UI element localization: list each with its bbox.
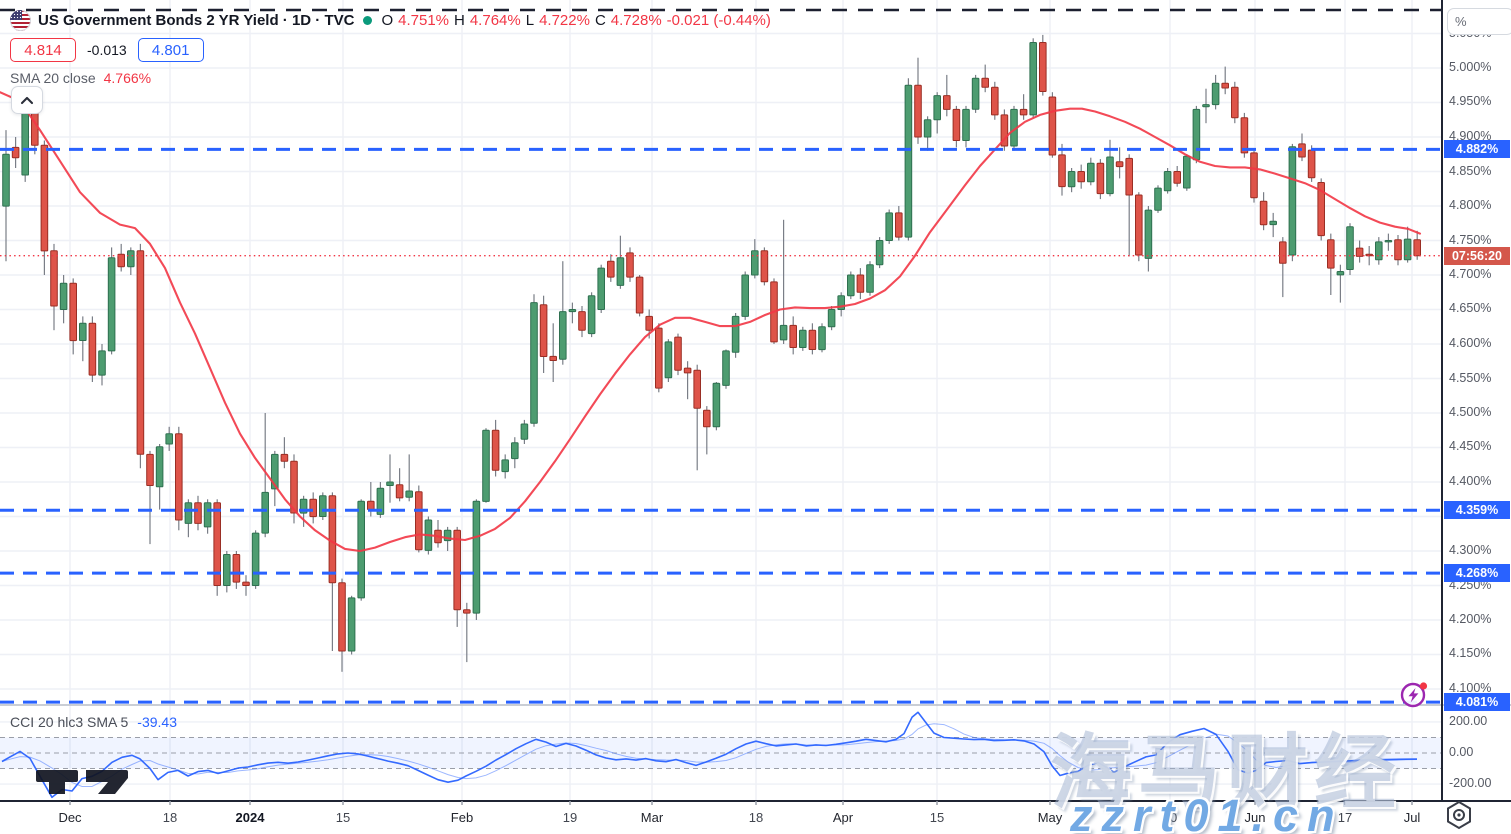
price-axis-label: 4.900%: [1449, 129, 1492, 143]
time-axis-label: 15: [335, 810, 351, 825]
time-axis-label: Feb: [450, 810, 474, 825]
time-axis-label: 20: [1162, 810, 1178, 825]
price-axis-label: 4.300%: [1449, 543, 1492, 557]
high-value: 4.764%: [469, 11, 521, 29]
cci-value: -39.43: [137, 714, 177, 730]
level-price-badge: 4.268%: [1444, 564, 1510, 582]
bar-countdown-badge: 07:56:20: [1444, 247, 1510, 265]
time-axis-label: May: [1037, 810, 1063, 825]
price-axis-label: 4.650%: [1449, 301, 1492, 315]
us-flag-icon: [10, 9, 31, 31]
time-axis-label: Jun: [1244, 810, 1266, 825]
price-axis-label: 4.100%: [1449, 681, 1492, 695]
high-label: H: [454, 11, 465, 29]
low-value: 4.722%: [539, 11, 590, 29]
watermark-cjk: 海马财经: [1050, 728, 1403, 819]
price-axis-label: 4.500%: [1449, 405, 1492, 419]
price-axis-label: 4.200%: [1449, 612, 1492, 626]
price-axis-label: 5.000%: [1449, 60, 1492, 74]
time-axis-label: Dec: [58, 810, 82, 825]
close-value: 4.728%: [610, 11, 662, 29]
price-scale-percent-button[interactable]: %: [1447, 8, 1511, 35]
price-axis-label: 4.750%: [1449, 233, 1492, 247]
time-axis-label: 18: [748, 810, 764, 825]
time-axis-label: 19: [562, 810, 578, 825]
cci-indicator-legend: CCI 20 hlc3 SMA 5 -39.43: [10, 714, 177, 730]
cci-axis-label: 0.00: [1449, 745, 1474, 759]
price-axis-label: 4.150%: [1449, 646, 1492, 660]
open-value: 4.751%: [398, 11, 449, 29]
sma-legend-label: SMA 20 close: [10, 70, 96, 86]
price-axis-label: 4.400%: [1449, 474, 1492, 488]
watermark-hex-nut-icon: [1444, 800, 1474, 834]
close-label: C: [594, 11, 606, 29]
cci-label: CCI 20 hlc3 SMA 5: [10, 714, 129, 730]
time-axis-label: 15: [929, 810, 945, 825]
spread-value: -0.013: [87, 42, 127, 58]
price-axis-label: 4.950%: [1449, 94, 1492, 108]
chevron-up-icon: [20, 96, 34, 105]
level-price-badge: 4.081%: [1444, 693, 1510, 711]
watermark-url: zzrt01.cn: [1070, 790, 1344, 834]
time-axis-label: Jul: [1403, 810, 1421, 825]
tradingview-logo-icon[interactable]: [36, 766, 132, 803]
change-value: -0.021 (-0.44%): [666, 11, 771, 29]
price-axis-label: 4.600%: [1449, 336, 1492, 350]
ohlc-readout: O 4.751% H 4.764% L 4.722% C 4.728% -0.0…: [381, 12, 770, 29]
cci-axis-label: -200.00: [1449, 776, 1492, 790]
alert-lightning-icon[interactable]: [1399, 680, 1431, 715]
chart-legend: US Government Bonds 2 YR Yield · 1D · TV…: [10, 8, 771, 86]
time-axis-label: 17: [1337, 810, 1353, 825]
level-price-badge: 4.882%: [1444, 140, 1510, 158]
time-axis-label: 2024: [235, 810, 265, 825]
price-axis-label: 4.700%: [1449, 267, 1492, 281]
low-label: L: [525, 11, 535, 29]
legend-collapse-button[interactable]: [11, 86, 43, 114]
price-axis-label: 4.850%: [1449, 164, 1492, 178]
time-axis-label: 18: [162, 810, 178, 825]
price-axis-label: 4.800%: [1449, 198, 1492, 212]
open-label: O: [381, 11, 394, 29]
buy-button[interactable]: 4.801: [137, 38, 204, 62]
symbol-title[interactable]: US Government Bonds 2 YR Yield · 1D · TV…: [38, 11, 355, 29]
price-axis-label: 4.450%: [1449, 439, 1492, 453]
time-axis-label: Mar: [640, 810, 664, 825]
level-price-badge: 4.359%: [1444, 501, 1510, 519]
sell-button[interactable]: 4.814: [10, 38, 76, 62]
price-axis-label: 4.550%: [1449, 371, 1492, 385]
time-axis-label: Apr: [832, 810, 854, 825]
market-status-dot-icon: [363, 15, 373, 25]
sma-legend-value: 4.766%: [103, 70, 152, 86]
cci-axis-label: 200.00: [1449, 714, 1488, 728]
